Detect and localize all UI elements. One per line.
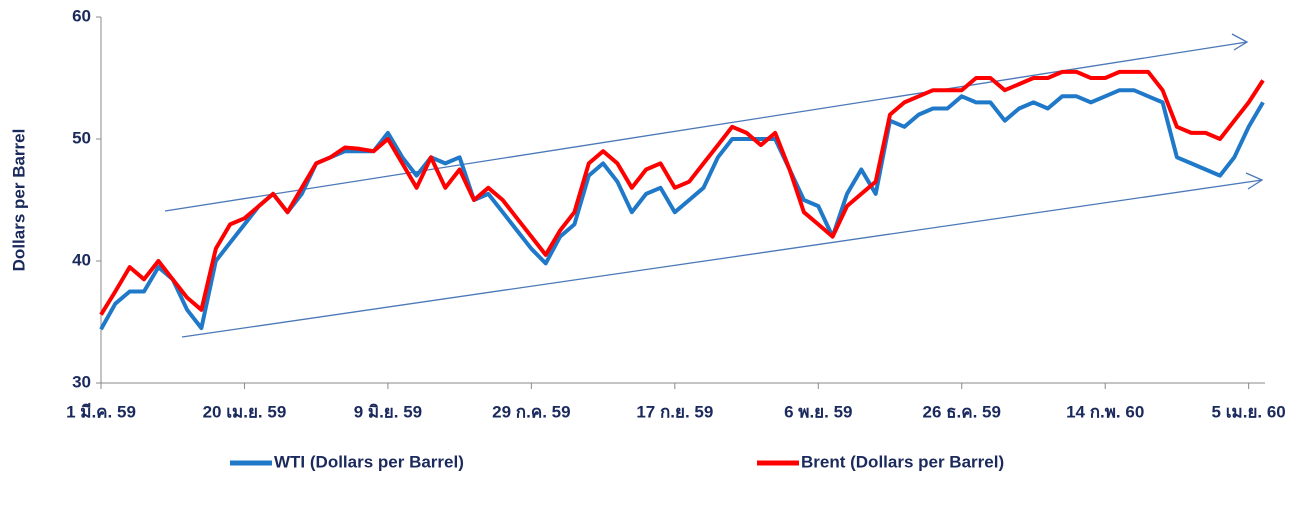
line-series — [99, 88, 1265, 331]
line-series — [99, 69, 1265, 316]
x-tick-label: 14 ก.พ. 60 — [1066, 402, 1144, 421]
x-tick-label: 26 ธ.ค. 59 — [923, 402, 1001, 421]
y-axis-label: Dollars per Barrel — [9, 129, 28, 272]
y-tick-label: 40 — [72, 250, 91, 269]
arrow-head — [1245, 172, 1264, 190]
x-tick-label: 29 ก.ค. 59 — [492, 402, 570, 421]
y-tick-label: 60 — [72, 6, 91, 25]
arrow-head — [1231, 33, 1249, 51]
x-tick-label: 17 ก.ย. 59 — [636, 402, 713, 421]
x-tick-label: 9 มิ.ย. 59 — [354, 402, 422, 421]
x-tick-label: 6 พ.ย. 59 — [784, 402, 852, 421]
lower-trend-line — [181, 179, 1263, 338]
x-tick-label: 1 มี.ค. 59 — [66, 401, 136, 421]
legend-label: WTI (Dollars per Barrel) — [274, 452, 464, 471]
y-tick-label: 50 — [72, 128, 91, 147]
x-tick-label: 20 เม.ย. 59 — [203, 402, 287, 421]
legend-label: Brent (Dollars per Barrel) — [801, 452, 1004, 471]
y-tick-label: 30 — [72, 372, 91, 391]
x-tick-label: 5 เม.ย. 60 — [1212, 402, 1286, 421]
